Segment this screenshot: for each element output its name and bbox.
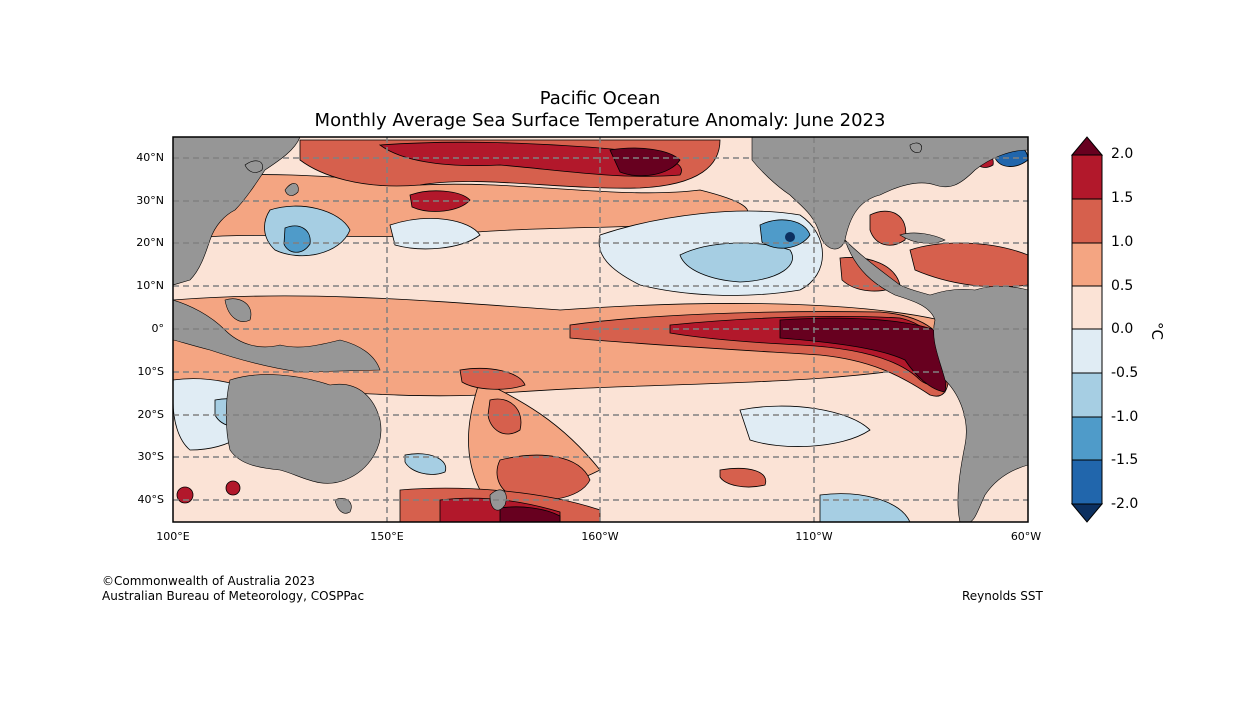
south-america: [844, 239, 1028, 522]
south-warm-patch-2: [496, 454, 591, 501]
agency-text: Australian Bureau of Meteorology, COSPPa…: [102, 589, 365, 603]
graticule: [173, 137, 1028, 522]
baja-cold-extreme: [785, 232, 795, 242]
lat-label-10s: 10°S: [137, 365, 164, 378]
colorbar-bin-neg0.5-0: [1071, 328, 1103, 374]
colorbar: [1070, 136, 1104, 523]
map-frame: [172, 136, 1029, 523]
map-title: Pacific Ocean: [539, 88, 661, 109]
map-subtitle: Monthly Average Sea Surface Temperature …: [314, 110, 886, 131]
colorbar-unit-label: °C: [1147, 322, 1166, 340]
lat-label-40n: 40°N: [136, 151, 164, 164]
baja-cool-spot: [759, 219, 811, 249]
korea-japan-land: [244, 160, 263, 173]
borneo: [224, 298, 252, 322]
colorbar-extend-top: [1070, 136, 1104, 156]
south-warm-patch-1: [487, 398, 522, 435]
south-tropical-warm: [459, 367, 526, 390]
lat-label-30n: 30°N: [136, 194, 164, 207]
southern-ocean-extreme: [499, 506, 561, 522]
gulf-of-mexico-warm: [869, 210, 907, 246]
tasman-cool-patch: [404, 453, 447, 475]
north-pacific-hot-spot: [378, 141, 682, 177]
colorbar-tick-neg1.0: -1.0: [1111, 409, 1139, 425]
nino-extreme-core: [779, 317, 947, 393]
lat-label-20n: 20°N: [136, 236, 164, 249]
colorbar-bin-neg1.5-neg1: [1071, 416, 1103, 461]
lat-label-40s: 40°S: [137, 493, 164, 506]
lon-label-150e: 150°E: [370, 530, 404, 543]
cuba: [899, 232, 946, 244]
cool-core-west: [283, 225, 311, 253]
canada-island: [909, 142, 922, 153]
australia: [225, 374, 382, 484]
north-pacific-extreme-core: [609, 147, 681, 177]
colorbar-bin-1-1.5: [1071, 198, 1103, 244]
colorbar-tick-2.0: 2.0: [1111, 146, 1134, 162]
maritime-continent: [173, 299, 381, 373]
lon-label-110w: 110°W: [795, 530, 833, 543]
lat-label-20s: 20°S: [137, 408, 164, 421]
copyright-text: ©Commonwealth of Australia 2023: [102, 574, 315, 588]
se-pacific-cool: [739, 405, 871, 447]
colorbar-bin-neg1-neg0.5: [1071, 372, 1103, 418]
colorbar-bin-1.5-2: [1071, 154, 1103, 200]
lon-label-100e: 100°E: [156, 530, 190, 543]
ne-pacific-cool-core: [679, 242, 793, 283]
cool-patch-central: [389, 218, 481, 250]
lon-label-160w: 160°W: [581, 530, 619, 543]
sw-warm-spot-2: [225, 480, 241, 496]
colorbar-bin-0-0.5: [1071, 285, 1103, 330]
sw-warm-spot: [176, 486, 194, 504]
colorbar-tick-neg1.5: -1.5: [1111, 452, 1139, 468]
tasmania: [334, 498, 352, 514]
asia-landmass: [173, 137, 301, 286]
north-america: [751, 137, 1028, 250]
lat-label-equator: 0°: [151, 322, 165, 335]
colorbar-tick-1.5: 1.5: [1111, 190, 1134, 206]
lat-label-10n: 10°N: [136, 279, 164, 292]
colorbar-bin-neg2-neg1.5: [1071, 459, 1103, 505]
japan-islands: [284, 183, 299, 196]
colorbar-bin-0.5-1: [1071, 242, 1103, 287]
colorbar-tick-neg2.0: -2.0: [1111, 496, 1139, 512]
colorbar-tick-0.0: 0.0: [1111, 321, 1134, 337]
colorbar-extend-bottom: [1070, 503, 1104, 523]
north-warm-patch: [409, 190, 471, 212]
se-pacific-warm-spot: [719, 467, 767, 488]
colorbar-tick-1.0: 1.0: [1111, 234, 1134, 250]
colorbar-tick-0.5: 0.5: [1111, 278, 1134, 294]
data-source-text: Reynolds SST: [962, 589, 1043, 603]
lat-label-30s: 30°S: [137, 450, 164, 463]
lon-label-60w: 60°W: [1010, 530, 1042, 543]
colorbar-tick-neg0.5: -0.5: [1111, 365, 1139, 381]
